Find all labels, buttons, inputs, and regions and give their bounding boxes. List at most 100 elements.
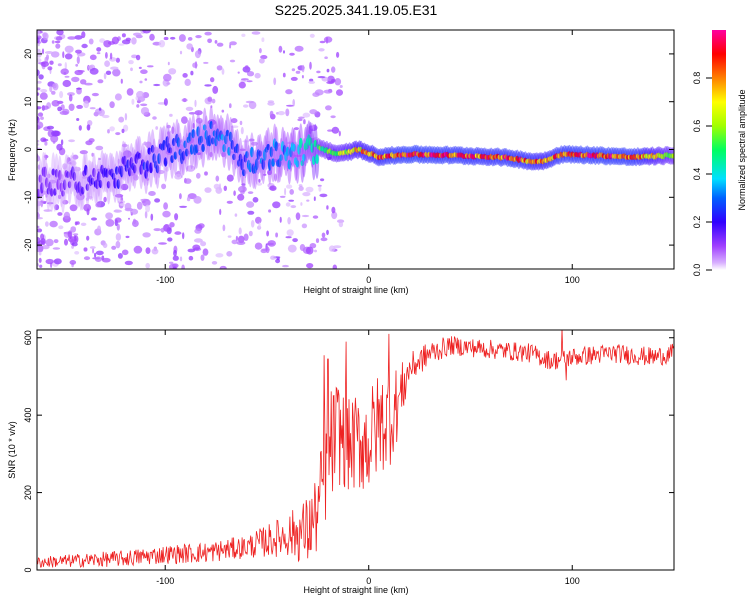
spectrogram-noise-blob: [124, 202, 132, 211]
spectrogram-noise-blob: [103, 196, 107, 203]
spectrogram-noise-blob: [194, 50, 201, 59]
spectrogram-ridge-cell: [51, 168, 56, 176]
spectrogram-noise-blob: [163, 98, 168, 106]
spectrogram-ridge-cell: [58, 170, 62, 181]
spectrogram-ridge-cell: [258, 150, 262, 157]
spectrogram-noise-blob: [193, 196, 202, 204]
spectrogram-noise-blob: [270, 255, 276, 260]
spectrogram-ridge-cell: [137, 152, 142, 159]
spectrogram-ridge-cell: [271, 158, 275, 167]
spectrogram-noise-blob: [64, 45, 74, 53]
spectrogram-noise-blob: [321, 232, 326, 238]
spectrogram-ridge-cell: [199, 135, 204, 144]
spectrogram-ridge-cell: [295, 160, 300, 168]
spectrogram-ridge-cell: [181, 150, 186, 161]
spectrogram-noise-blob: [272, 201, 281, 209]
spectrogram-noise-blob: [94, 256, 102, 263]
spectrogram-noise-blob: [91, 92, 99, 97]
colorbar-ticks: 0.0 0.2 0.4 0.6 0.8: [692, 72, 712, 276]
spectrogram-noise-blob: [163, 224, 170, 232]
spectrogram-noise-blob: [64, 238, 68, 246]
spectrogram-ridge-cell: [142, 161, 147, 171]
spectrogram-noise-blob: [42, 32, 49, 41]
spectrogram-noise-blob: [339, 85, 343, 88]
spectrogram-noise-blob: [49, 220, 58, 228]
spectrogram-noise-blob: [74, 35, 83, 40]
spectrogram-noise-blob: [338, 130, 341, 137]
spectrogram-noise-blob: [124, 260, 133, 266]
spectrogram-noise-blob: [187, 248, 196, 253]
spectrogram-noise-blob: [45, 221, 49, 227]
spectrogram-noise-blob: [52, 83, 57, 89]
spectrogram-ridge-cell: [196, 126, 200, 137]
x-tick-label: 0: [366, 576, 371, 586]
spectrogram-noise-blob: [39, 92, 48, 100]
snr-ylabel: SNR (10 * v/v): [7, 421, 17, 479]
spectrogram-noise-blob: [135, 54, 141, 61]
spectrogram-noise-blob: [121, 143, 128, 148]
spectrogram-noise-blob: [195, 35, 202, 39]
spectrogram-noise-blob: [142, 30, 151, 34]
spectrogram-noise-blob: [126, 88, 134, 96]
spectrogram-noise-blob: [53, 239, 59, 244]
y-tick-label: 10: [23, 97, 33, 107]
spectrogram-ridge-cell: [163, 157, 168, 167]
spectrogram-noise-blob: [103, 72, 107, 80]
spectrogram-noise-blob: [244, 65, 249, 70]
spectrogram-noise-blob: [308, 128, 312, 135]
spectrogram-noise-blob: [91, 217, 97, 221]
spectrogram-noise-blob: [47, 66, 53, 71]
spectrogram-noise-blob: [102, 242, 108, 249]
colorbar-gradient: [712, 30, 726, 270]
spectrogram-noise-blob: [54, 204, 60, 211]
spectrogram-noise-blob: [251, 31, 261, 35]
spectrogram-ridge-cell: [126, 159, 130, 169]
spectrogram-noise-blob: [40, 238, 46, 246]
spectrogram-noise-blob: [247, 191, 254, 195]
spectrogram-noise-blob: [132, 218, 137, 224]
spectrogram-noise-blob: [107, 129, 110, 134]
spectrogram-noise-blob: [269, 110, 274, 118]
spectrogram-ridge-cell: [155, 164, 160, 174]
spectrogram-ridge-cell: [105, 169, 109, 178]
spectrogram-noise-blob: [300, 202, 303, 206]
spectrogram-noise-blob: [313, 196, 316, 201]
spectrogram-noise-blob: [211, 261, 218, 265]
spectrogram-noise-blob: [192, 244, 201, 251]
spectrogram-noise-blob: [114, 93, 122, 101]
spectrogram-noise-blob: [174, 173, 182, 180]
spectrogram-noise-blob: [273, 77, 277, 86]
spectrogram-ridge-cell: [150, 144, 155, 153]
spectrogram-image: [37, 30, 674, 269]
spectrogram-noise-blob: [44, 154, 48, 161]
spectrogram-noise-blob: [283, 50, 285, 54]
snr-series-line: [37, 330, 674, 568]
spectrogram-ridge-cell: [189, 144, 194, 155]
spectrogram-noise-blob: [243, 233, 249, 241]
spectrogram-noise-blob: [121, 128, 125, 134]
spectrogram-noise-blob: [295, 212, 301, 221]
spectrogram-noise-blob: [105, 52, 108, 59]
spectrogram-noise-blob: [130, 67, 133, 72]
spectrogram-noise-blob: [215, 253, 224, 258]
spectrogram-noise-blob: [282, 264, 289, 268]
spectrogram-noise-blob: [187, 37, 193, 41]
spectrogram-noise-blob: [203, 61, 209, 64]
spectrogram-noise-blob: [287, 217, 291, 225]
spectrogram-ridge-cell: [62, 179, 67, 191]
spectrogram-noise-blob: [62, 51, 65, 59]
spectrogram-noise-blob: [207, 96, 213, 102]
spectrogram-ridge-cell: [84, 164, 88, 176]
spectrogram-noise-blob: [37, 121, 44, 129]
spectrogram-noise-blob: [230, 118, 238, 124]
spectrogram-noise-blob: [182, 73, 188, 78]
spectrogram-noise-blob: [194, 99, 197, 108]
spectrogram-noise-blob: [174, 231, 182, 235]
spectrogram-noise-blob: [318, 48, 325, 52]
spectrogram-noise-blob: [163, 36, 169, 41]
spectrogram-noise-blob: [248, 230, 253, 237]
spectrogram-noise-blob: [140, 107, 150, 115]
spectrogram-noise-blob: [268, 209, 272, 213]
spectrogram-ridge-cell: [191, 129, 196, 139]
